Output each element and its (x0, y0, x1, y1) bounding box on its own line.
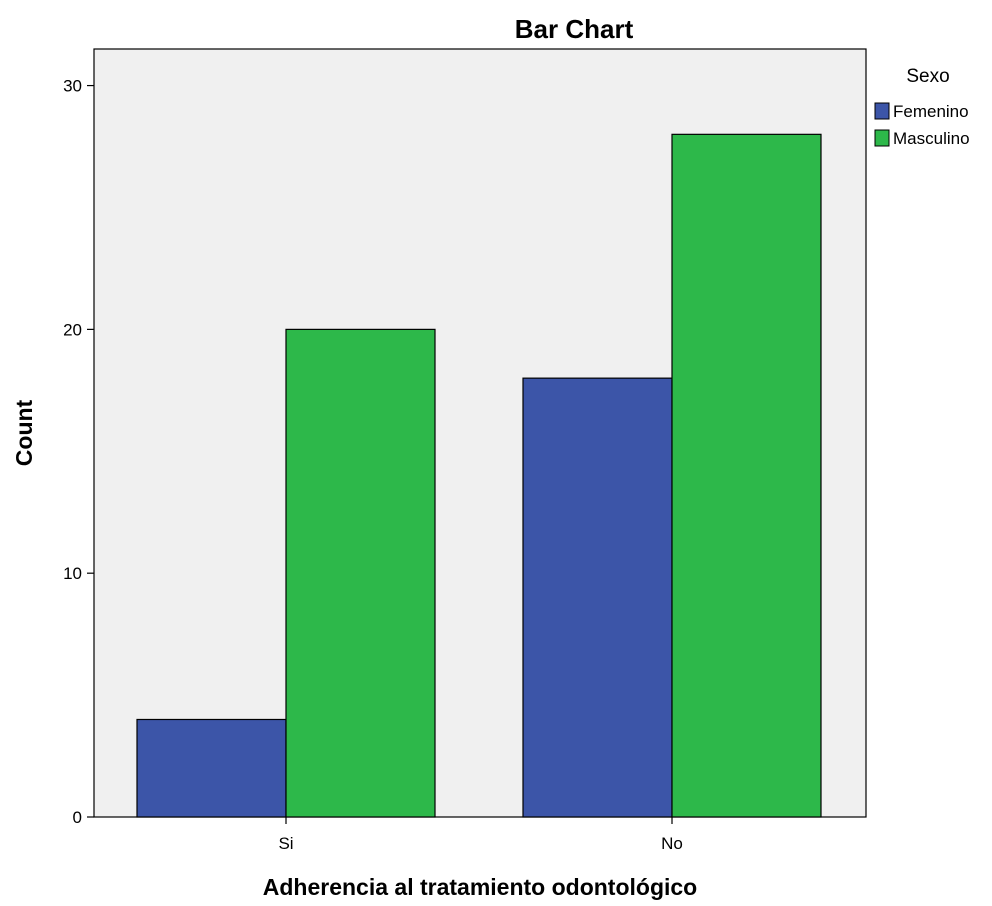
y-tick-label: 0 (73, 808, 82, 827)
legend-label-masculino: Masculino (893, 129, 970, 148)
x-axis: Si No (278, 817, 682, 853)
bar-masculino-si (286, 329, 435, 817)
x-tick-label: No (661, 834, 683, 853)
plot-area: 0 10 20 30 Si No (63, 49, 866, 853)
legend-title: Sexo (906, 66, 949, 87)
y-tick-label: 20 (63, 320, 82, 339)
y-tick-label: 30 (63, 77, 82, 96)
bar-femenino-no (523, 378, 672, 817)
legend-label-femenino: Femenino (893, 102, 969, 121)
legend: Sexo Femenino Masculino (875, 66, 970, 148)
y-axis-title: Count (11, 399, 37, 466)
x-tick-label: Si (278, 834, 293, 853)
chart-title: Bar Chart (515, 14, 634, 44)
legend-swatch-femenino (875, 103, 889, 119)
y-axis: 0 10 20 30 (63, 77, 94, 827)
bar-masculino-no (672, 134, 821, 817)
x-axis-title: Adherencia al tratamiento odontológico (263, 874, 697, 900)
legend-swatch-masculino (875, 130, 889, 146)
y-tick-label: 10 (63, 564, 82, 583)
bar-femenino-si (137, 719, 286, 817)
